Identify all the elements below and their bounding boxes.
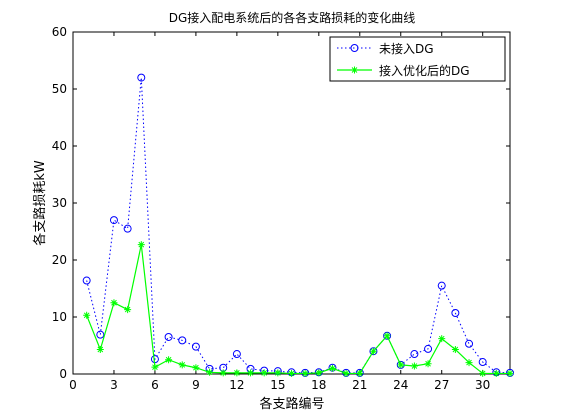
series-2-point — [260, 369, 268, 377]
series-2-point — [342, 369, 350, 377]
x-tick-label: 3 — [110, 378, 118, 392]
y-tick-label: 30 — [52, 196, 67, 210]
series-2-point — [424, 360, 432, 368]
series-2-point — [438, 335, 446, 343]
series-2-point — [151, 363, 159, 371]
series-line-1 — [86, 77, 511, 374]
legend-label-series-1: 未接入DG — [379, 41, 434, 56]
series-2-point — [301, 369, 309, 377]
series-1-point — [451, 309, 460, 318]
legend-label-series-2: 接入优化后的DG — [379, 63, 470, 78]
series-2-point — [315, 369, 323, 377]
series-1-point — [191, 342, 200, 351]
series-2-point — [369, 347, 377, 355]
legend-box — [329, 36, 506, 82]
series-1-point — [137, 73, 146, 82]
series-2-point — [506, 369, 514, 377]
series-2-point — [479, 369, 487, 377]
series-2-point — [233, 369, 241, 377]
series-1-point — [437, 281, 446, 290]
y-tick-label: 10 — [52, 310, 67, 324]
y-axis: 0 10 20 30 40 50 60 — [52, 25, 510, 381]
series-2-point — [96, 345, 104, 353]
x-tick-label: 0 — [69, 378, 77, 392]
series-2-point — [451, 345, 459, 353]
series-1-point — [109, 216, 118, 225]
series-2-point — [137, 241, 145, 249]
series-1-point — [478, 358, 487, 367]
y-tick-label: 20 — [52, 253, 67, 267]
series-1-point — [232, 350, 241, 359]
x-tick-label: 15 — [270, 378, 285, 392]
series-2-point — [219, 369, 227, 377]
series-1-point — [178, 336, 187, 345]
series-2-point — [178, 361, 186, 369]
series-1-point — [424, 344, 433, 353]
legend-marker-series-2 — [351, 66, 358, 74]
series-2-point — [206, 368, 214, 376]
x-axis-label: 各支路编号 — [259, 396, 324, 412]
y-tick-label: 60 — [52, 25, 67, 39]
series-1-point — [410, 350, 419, 359]
y-tick-label: 50 — [52, 82, 67, 96]
chart-title: DG接入配电系统后的各各支路损耗的变化曲线 — [169, 10, 416, 25]
series-2-point — [465, 359, 473, 367]
series-layer — [82, 73, 514, 377]
series-2-point — [410, 362, 418, 370]
y-tick-label: 0 — [59, 367, 67, 381]
series-2-point — [247, 369, 255, 377]
series-2-point — [110, 299, 118, 307]
series-2-point — [83, 311, 91, 319]
legend-marker-series-1 — [350, 44, 359, 52]
y-tick-label: 40 — [52, 139, 67, 153]
x-tick-label: 18 — [311, 378, 326, 392]
legend: 未接入DG 接入优化后的DG — [329, 36, 506, 82]
plot-area — [72, 31, 511, 375]
x-tick-label: 27 — [434, 378, 449, 392]
x-tick-label: 6 — [151, 378, 159, 392]
series-2-point — [383, 332, 391, 340]
x-tick-label: 24 — [393, 378, 408, 392]
series-2-point — [192, 364, 200, 372]
series-2-point — [328, 364, 336, 372]
series-2-point — [165, 356, 173, 364]
y-axis-label: 各支路损耗kW — [32, 160, 48, 246]
series-1-point — [465, 339, 474, 348]
x-tick-label: 9 — [192, 378, 200, 392]
series-1-point — [123, 224, 132, 233]
legend-star-shape — [351, 66, 358, 74]
series-2-point — [356, 369, 364, 377]
series-1-point — [164, 332, 173, 341]
x-tick-label: 21 — [352, 378, 367, 392]
series-2-point — [492, 369, 500, 377]
series-2-point — [288, 369, 295, 377]
series-2-point — [124, 306, 132, 314]
x-tick-label: 12 — [229, 378, 244, 392]
series-line-2 — [86, 244, 510, 375]
series-2-point — [274, 369, 282, 377]
series-1-point — [82, 276, 91, 285]
series-2-point — [397, 361, 405, 369]
series-1-point — [96, 330, 105, 339]
x-tick-label: 30 — [475, 378, 490, 392]
